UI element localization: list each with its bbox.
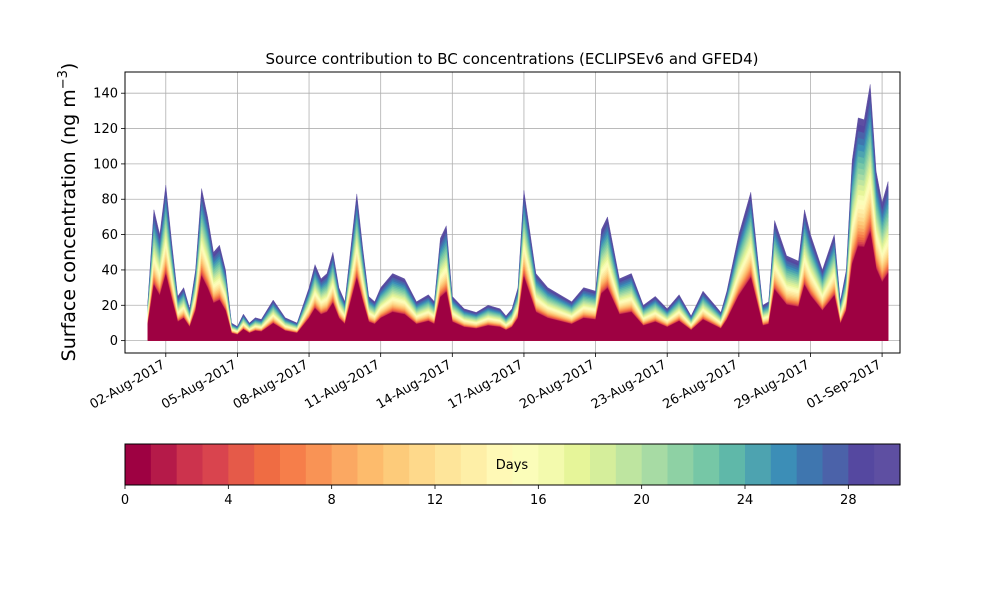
colorbar-swatch — [202, 444, 229, 485]
colorbar-swatch — [280, 444, 307, 485]
x-tick-label: 05-Aug-2017 — [159, 357, 239, 412]
x-tick-label: 17-Aug-2017 — [446, 357, 526, 412]
colorbar-tick-label: 4 — [224, 493, 232, 508]
colorbar-swatch — [667, 444, 694, 485]
colorbar-swatch — [460, 444, 488, 485]
x-tick-label: 01-Sep-2017 — [804, 357, 884, 412]
y-axis: 0 20 40 60 80 100 120 140 — [93, 87, 125, 349]
y-tick-label: 120 — [93, 122, 118, 137]
y-tick-label: 0 — [110, 334, 118, 349]
colorbar-swatch — [745, 444, 772, 485]
colorbar-swatch — [409, 444, 436, 485]
colorbar: Days 0 4 8 12 16 20 24 28 — [121, 443, 901, 508]
colorbar-swatch — [305, 444, 333, 485]
chart-title: Source contribution to BC concentrations… — [265, 50, 758, 68]
colorbar-tick-label: 20 — [633, 493, 650, 508]
colorbar-swatch — [590, 444, 617, 485]
colorbar-tick-label: 8 — [328, 493, 336, 508]
x-tick-label: 29-Aug-2017 — [732, 357, 812, 412]
colorbar-swatch — [641, 444, 669, 485]
x-tick-label: 14-Aug-2017 — [374, 357, 454, 412]
x-tick-label: 02-Aug-2017 — [87, 357, 167, 412]
colorbar-swatch — [383, 444, 410, 485]
y-axis-label: Surface concentration (ng m−3) — [56, 63, 80, 362]
colorbar-swatch — [512, 444, 539, 485]
colorbar-swatch — [254, 444, 281, 485]
colorbar-swatch — [176, 444, 204, 485]
y-tick-label: 100 — [93, 157, 118, 172]
x-tick-label: 08-Aug-2017 — [231, 357, 311, 412]
colorbar-swatch — [435, 444, 462, 485]
y-tick-label: 40 — [101, 263, 118, 278]
plot-frame — [124, 71, 901, 354]
colorbar-tick-label: 24 — [737, 493, 754, 508]
colorbar-swatch — [848, 444, 875, 485]
colorbar-swatch — [564, 444, 591, 485]
colorbar-swatch — [331, 444, 359, 485]
colorbar-swatch — [357, 444, 384, 485]
colorbar-label: Days — [496, 458, 529, 473]
area-band-day-0 — [147, 231, 889, 341]
colorbar-swatch — [874, 444, 901, 485]
x-tick-label: 20-Aug-2017 — [517, 357, 597, 412]
colorbar-frame — [124, 443, 901, 486]
stacked-area — [147, 84, 889, 341]
colorbar-swatch — [796, 444, 824, 485]
colorbar-tick-label: 28 — [840, 493, 857, 508]
colorbar-swatch — [125, 444, 152, 485]
colorbar-swatch — [150, 444, 178, 485]
plot-area: 02-Aug-201705-Aug-201708-Aug-201711-Aug-… — [87, 71, 901, 413]
y-tick-label: 60 — [101, 228, 118, 243]
colorbar-swatch — [615, 444, 643, 485]
x-tick-label: 23-Aug-2017 — [589, 357, 669, 412]
colorbar-swatch — [719, 444, 746, 485]
colorbar-swatch — [822, 444, 849, 485]
y-tick-label: 80 — [101, 193, 118, 208]
y-axis-label-exponent: −3 — [56, 70, 71, 89]
y-tick-label: 140 — [93, 87, 118, 102]
colorbar-swatch — [693, 444, 720, 485]
x-tick-label: 26-Aug-2017 — [660, 357, 740, 412]
colorbar-swatch — [228, 444, 255, 485]
y-tick-label: 20 — [101, 299, 118, 314]
colorbar-tick-label: 12 — [427, 493, 444, 508]
colorbar-tick-label: 16 — [530, 493, 547, 508]
colorbar-swatch — [538, 444, 565, 485]
colorbar-swatch — [770, 444, 798, 485]
colorbar-tick-label: 0 — [121, 493, 129, 508]
x-axis: 02-Aug-201705-Aug-201708-Aug-201711-Aug-… — [87, 353, 884, 413]
colorbar-swatch — [486, 444, 514, 485]
x-tick-label: 11-Aug-2017 — [302, 357, 382, 412]
